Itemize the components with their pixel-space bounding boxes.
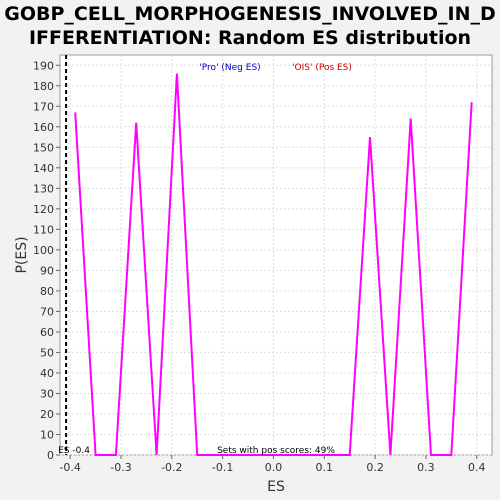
y-tick-label: 130 bbox=[33, 182, 54, 195]
y-tick-label: 60 bbox=[40, 326, 54, 339]
chart-title: GOBP_CELL_MORPHOGENESIS_INVOLVED_IN_D IF… bbox=[4, 3, 496, 49]
x-axis-title: ES bbox=[267, 479, 285, 495]
observed-es-label: ES -0.4 bbox=[58, 446, 90, 456]
y-tick-label: 110 bbox=[33, 223, 54, 236]
y-tick-label: 10 bbox=[40, 428, 54, 441]
x-axis: -0.4 -0.3 -0.2 -0.1 0.0 0.1 0.2 0.3 0.4 bbox=[59, 455, 486, 474]
x-tick-label: -0.3 bbox=[110, 461, 131, 474]
y-tick-label: 160 bbox=[33, 121, 54, 134]
y-axis: 0 10 20 30 40 50 60 70 80 90 100 110 120 130 140 150 160… bbox=[33, 59, 60, 462]
y-tick-label: 120 bbox=[33, 203, 54, 216]
x-tick-label: -0.4 bbox=[59, 461, 80, 474]
x-tick-label: -0.2 bbox=[161, 461, 182, 474]
series-line bbox=[74, 73, 473, 456]
y-axis-title: P(ES) bbox=[14, 236, 30, 273]
x-tick-label: 0.3 bbox=[417, 461, 435, 474]
grid bbox=[60, 55, 492, 456]
y-tick-label: 50 bbox=[40, 346, 54, 359]
y-tick-label: 180 bbox=[33, 80, 54, 93]
pos-scores-label: Sets with pos scores: 49% bbox=[217, 446, 335, 456]
x-tick-label: 0.1 bbox=[316, 461, 334, 474]
y-tick-label: 40 bbox=[40, 367, 54, 380]
y-tick-label: 100 bbox=[33, 244, 54, 257]
y-tick-label: 80 bbox=[40, 285, 54, 298]
y-tick-label: 70 bbox=[40, 305, 54, 318]
y-tick-label: 140 bbox=[33, 162, 54, 175]
y-tick-label: 30 bbox=[40, 387, 54, 400]
ois-pos-es-label: 'OIS' (Pos ES) bbox=[292, 63, 352, 73]
x-tick-label: 0.4 bbox=[468, 461, 486, 474]
x-tick-label: 0.2 bbox=[366, 461, 384, 474]
y-tick-label: 190 bbox=[33, 59, 54, 72]
y-tick-label: 170 bbox=[33, 100, 54, 113]
y-tick-label: 20 bbox=[40, 408, 54, 421]
x-tick-label: -0.1 bbox=[212, 461, 233, 474]
y-tick-label: 90 bbox=[40, 264, 54, 277]
y-tick-label: 0 bbox=[47, 449, 54, 462]
x-tick-label: 0.0 bbox=[265, 461, 283, 474]
pro-neg-es-label: 'Pro' (Neg ES) bbox=[199, 63, 260, 73]
y-tick-label: 150 bbox=[33, 141, 54, 154]
